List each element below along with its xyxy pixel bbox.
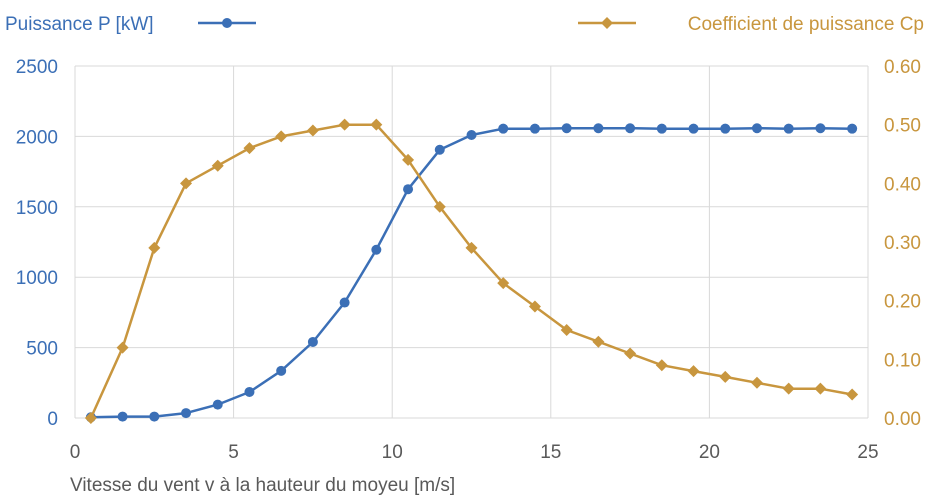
cp-point	[750, 376, 763, 389]
power-point	[339, 297, 350, 308]
x-tick-label: 25	[857, 442, 878, 463]
cp-point	[306, 124, 319, 137]
cp-point	[624, 347, 637, 360]
cp-point	[243, 142, 256, 155]
power-point	[656, 123, 667, 134]
y-right-tick-label: 0.00	[884, 409, 921, 430]
power-point	[625, 123, 636, 134]
y-right-tick-label: 0.60	[884, 57, 921, 78]
y-left-tick-label: 1000	[16, 268, 58, 289]
cp-point	[846, 388, 859, 401]
power-point	[815, 123, 826, 134]
series-layer	[84, 118, 859, 424]
cp-point	[465, 241, 478, 254]
cp-point	[782, 382, 795, 395]
x-tick-label: 20	[699, 442, 720, 463]
cp-point	[528, 300, 541, 313]
legend-marker-power	[222, 18, 232, 28]
cp-point	[338, 118, 351, 131]
cp-point	[211, 159, 224, 172]
x-tick-label: 5	[228, 442, 239, 463]
power-point	[212, 399, 223, 410]
x-tick-label: 10	[382, 442, 403, 463]
cp-point	[116, 341, 129, 354]
power-point	[244, 386, 255, 397]
power-point	[117, 411, 128, 422]
power-point	[561, 123, 572, 134]
cp-point	[433, 200, 446, 213]
y-left-tick-label: 2000	[16, 127, 58, 148]
cp-point	[402, 153, 415, 166]
y-right-tick-label: 0.10	[884, 350, 921, 371]
y-left-tick-label: 2500	[16, 57, 58, 78]
power-point	[434, 144, 445, 155]
power-point	[371, 244, 382, 255]
y-left-tick-label: 1500	[16, 198, 58, 219]
y-right-tick-label: 0.40	[884, 174, 921, 195]
cp-line	[89, 123, 853, 419]
y-right-tick-label: 0.30	[884, 233, 921, 254]
y-left-tick-label: 500	[26, 339, 58, 360]
power-point	[181, 408, 192, 419]
power-point	[529, 123, 540, 134]
x-axis-label: Vitesse du vent v à la hauteur du moyeu …	[70, 475, 455, 496]
cp-point	[275, 130, 288, 143]
legend-label-power: Puissance P [kW]	[5, 14, 154, 35]
power-point	[720, 123, 731, 134]
power-point	[783, 123, 794, 134]
cp-point	[84, 412, 97, 424]
legend-label-cp: Coefficient de puissance Cp	[688, 14, 924, 35]
legend: Puissance P [kW] Coefficient de puissance…	[5, 14, 924, 35]
y-right-tick-label: 0.20	[884, 292, 921, 313]
power-point	[593, 123, 604, 134]
cp-point	[560, 324, 573, 336]
power-point	[688, 123, 699, 134]
y-left-tick-label: 0	[47, 409, 58, 430]
legend-marker-cp	[601, 17, 613, 29]
power-point	[466, 129, 477, 140]
cp-point	[687, 365, 700, 378]
axis-layer: 0 500 1000 1500 2000 2500 0.00 0.10 0.20 0.30 0.40…	[16, 57, 921, 463]
power-point	[276, 365, 287, 376]
power-point	[751, 123, 762, 134]
cp-point	[655, 359, 668, 372]
cp-point	[370, 118, 383, 131]
cp-point	[180, 177, 193, 190]
cp-point	[814, 382, 827, 395]
cp-point	[148, 241, 161, 254]
y-right-tick-label: 0.50	[884, 116, 921, 137]
power-point	[149, 411, 160, 422]
cp-point	[497, 277, 510, 290]
x-tick-label: 0	[70, 442, 81, 463]
x-tick-label: 15	[540, 442, 561, 463]
power-point	[307, 336, 318, 347]
power-point	[847, 123, 858, 134]
power-point	[498, 123, 509, 134]
cp-point	[719, 370, 732, 383]
cp-point	[592, 335, 605, 348]
power-point	[403, 184, 414, 195]
